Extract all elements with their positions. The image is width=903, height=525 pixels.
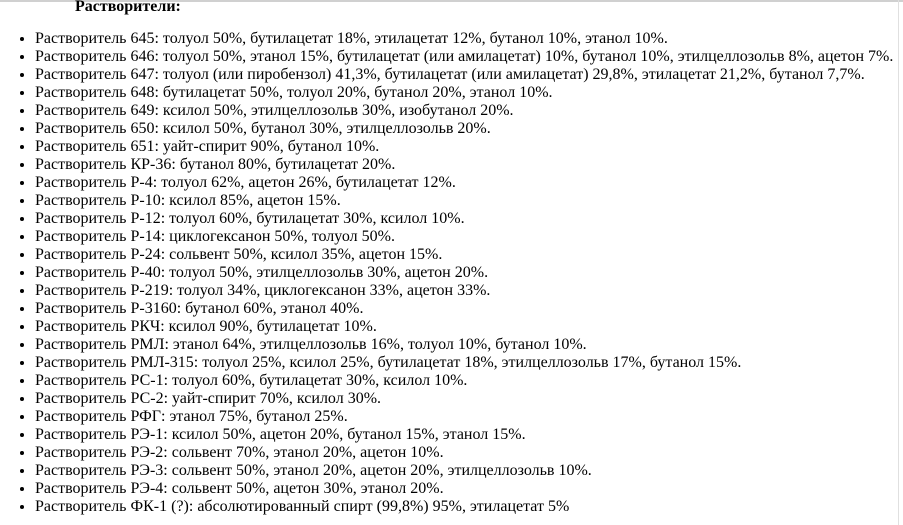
- list-item: Растворитель 647: толуол (или пиробензол…: [35, 66, 893, 84]
- list-item: Растворитель Р-219: толуол 34%, циклогек…: [35, 282, 893, 300]
- list-item: Растворитель РФГ: этанол 75%, бутанол 25…: [35, 408, 893, 426]
- list-item: Растворитель РЭ-1: ксилол 50%, ацетон 20…: [35, 426, 893, 444]
- list-item: Растворитель РЭ-3: сольвент 50%, этанол …: [35, 462, 893, 480]
- list-item: Растворитель РЭ-4: сольвент 50%, ацетон …: [35, 480, 893, 498]
- list-item: Растворитель 645: толуол 50%, бутилацета…: [35, 30, 893, 48]
- list-item: Растворитель РМЛ-315: толуол 25%, ксилол…: [35, 354, 893, 372]
- right-border: [898, 0, 899, 525]
- list-item: Растворитель Р-12: толуол 60%, бутилацет…: [35, 210, 893, 228]
- solvent-list: Растворитель 645: толуол 50%, бутилацета…: [0, 30, 893, 516]
- list-item: Растворитель РС-2: уайт-спирит 70%, ксил…: [35, 390, 893, 408]
- list-item: Растворитель Р-40: толуол 50%, этилцелло…: [35, 264, 893, 282]
- list-item: Растворитель РЭ-2: сольвент 70%, этанол …: [35, 444, 893, 462]
- list-item: Растворитель РМЛ: этанол 64%, этилцеллоз…: [35, 336, 893, 354]
- list-item: Растворитель 649: ксилол 50%, этилцеллоз…: [35, 102, 893, 120]
- list-item: Растворитель КР-36: бутанол 80%, бутилац…: [35, 156, 893, 174]
- list-item: Растворитель РС-1: толуол 60%, бутилацет…: [35, 372, 893, 390]
- list-item: Растворитель 651: уайт-спирит 90%, бутан…: [35, 138, 893, 156]
- list-item: Растворитель 650: ксилол 50%, бутанол 30…: [35, 120, 893, 138]
- top-border: [0, 0, 903, 2]
- list-item: Растворитель Р-24: сольвент 50%, ксилол …: [35, 246, 893, 264]
- list-item: Растворитель 646: толуол 50%, этанол 15%…: [35, 48, 893, 66]
- list-item: Растворитель Р-10: ксилол 85%, ацетон 15…: [35, 192, 893, 210]
- list-item: Растворитель Р-3160: бутанол 60%, этанол…: [35, 300, 893, 318]
- section-heading: Растворители:: [75, 0, 181, 15]
- list-item: Растворитель Р-14: циклогексанон 50%, то…: [35, 228, 893, 246]
- list-item: Растворитель РКЧ: ксилол 90%, бутилацета…: [35, 318, 893, 336]
- list-item: Растворитель ФК-1 (?): абсолютированный …: [35, 498, 893, 516]
- list-item: Растворитель 648: бутилацетат 50%, толуо…: [35, 84, 893, 102]
- list-item: Растворитель Р-4: толуол 62%, ацетон 26%…: [35, 174, 893, 192]
